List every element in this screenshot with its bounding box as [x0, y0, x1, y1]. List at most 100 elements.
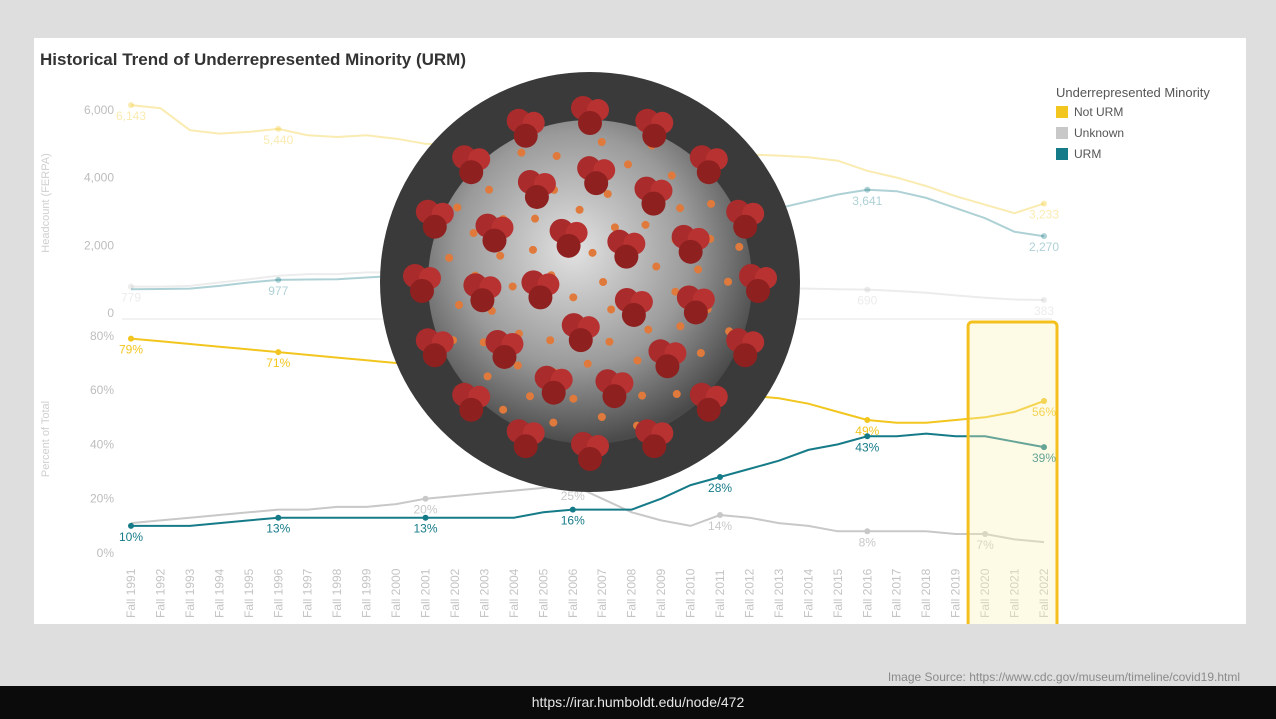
x-tick-label: Fall 2011	[713, 569, 727, 618]
data-label: 5,440	[263, 133, 293, 147]
x-tick-label: Fall 2019	[949, 568, 963, 618]
legend-label-unknown: Unknown	[1074, 126, 1124, 140]
data-point	[982, 531, 989, 537]
x-tick-label: Fall 1991	[124, 568, 138, 618]
x-tick-label: Fall 2000	[389, 568, 403, 618]
x-tick-label: Fall 2018	[919, 568, 933, 618]
data-label: 7%	[976, 538, 994, 552]
x-tick-label: Fall 2017	[890, 568, 904, 618]
y-tick-label: 6,000	[84, 103, 114, 117]
x-tick-label: Fall 1992	[153, 568, 167, 618]
data-label: 3,641	[852, 194, 882, 208]
y-tick-label: 0	[107, 306, 114, 320]
legend-swatch-not-urm	[1056, 106, 1068, 118]
data-point	[864, 286, 871, 293]
data-label: 13%	[266, 522, 290, 536]
x-tick-label: Fall 1995	[242, 568, 256, 618]
data-label: 43%	[855, 440, 879, 454]
legend-swatch-urm	[1056, 148, 1068, 160]
data-point	[569, 506, 576, 513]
x-tick-label: Fall 2015	[831, 568, 845, 618]
legend-swatch-unknown	[1056, 127, 1068, 139]
bottom-url[interactable]: https://irar.humboldt.edu/node/472	[531, 694, 745, 710]
data-label: 28%	[708, 481, 732, 495]
y-tick-label: 20%	[90, 492, 114, 506]
data-point	[275, 125, 282, 132]
y-tick-label: 4,000	[84, 171, 114, 185]
data-label: 6,143	[116, 109, 146, 123]
x-tick-label: Fall 2021	[1008, 568, 1022, 618]
x-tick-label: Fall 1999	[360, 568, 374, 618]
x-tick-label: Fall 1993	[183, 568, 197, 618]
series-line-urm	[131, 432, 1045, 527]
x-tick-label: Fall 2008	[625, 568, 639, 618]
x-tick-label: Fall 2005	[536, 568, 550, 618]
data-point	[864, 186, 871, 193]
data-label: 779	[121, 291, 141, 305]
y-tick-label: 80%	[90, 329, 114, 343]
x-tick-label: Fall 2006	[566, 568, 580, 618]
x-tick-label: Fall 2014	[801, 568, 815, 618]
x-tick-label: Fall 2007	[595, 568, 609, 618]
x-tick-label: Fall 1994	[212, 568, 226, 618]
data-point	[128, 283, 134, 290]
x-tick-label: Fall 2010	[684, 568, 698, 618]
legend-title: Underrepresented Minority	[1056, 85, 1210, 100]
legend-label-urm: URM	[1074, 147, 1101, 161]
x-tick-label: Fall 2001	[419, 568, 433, 618]
x-tick-label: Fall 2022	[1037, 568, 1051, 618]
chart-panel: Historical Trend of Underrepresented Min…	[34, 38, 1246, 624]
data-label: 13%	[414, 522, 438, 536]
slide: Historical Trend of Underrepresented Min…	[34, 38, 1246, 684]
coronavirus-illustration	[380, 72, 800, 492]
data-point	[275, 349, 282, 356]
data-point	[864, 433, 871, 440]
x-tick-label: Fall 1996	[271, 568, 285, 618]
data-label: 79%	[119, 343, 143, 357]
data-label: 690	[857, 294, 877, 308]
data-label: 14%	[708, 519, 732, 533]
data-label: 383	[1034, 304, 1054, 318]
x-tick-label: Fall 2004	[507, 568, 521, 618]
x-tick-label: Fall 2002	[448, 568, 462, 618]
data-point	[1041, 398, 1047, 404]
data-point	[128, 102, 134, 109]
data-point	[128, 335, 134, 342]
data-label: 56%	[1032, 405, 1056, 419]
x-tick-label: Fall 1997	[301, 568, 315, 618]
y-tick-label: 2,000	[84, 238, 114, 252]
data-point	[422, 495, 429, 502]
highlight-box	[966, 320, 1059, 624]
chart-svg: Historical Trend of Underrepresented Min…	[40, 50, 1210, 624]
x-tick-label: Fall 2013	[772, 568, 786, 618]
data-label: 16%	[561, 514, 585, 528]
data-point	[864, 417, 871, 423]
image-source-caption: Image Source: https://www.cdc.gov/museum…	[887, 670, 1240, 684]
data-label: 10%	[119, 530, 143, 544]
y-tick-label: 40%	[90, 437, 114, 451]
data-point	[1041, 297, 1047, 304]
data-label: 8%	[859, 535, 877, 549]
data-label: 49%	[855, 424, 879, 438]
data-label: 71%	[266, 356, 290, 370]
data-label: 977	[268, 284, 288, 298]
data-point	[1041, 444, 1047, 451]
data-point	[1041, 233, 1047, 240]
data-point	[275, 276, 282, 283]
y-axis-title: Headcount (FERPA)	[40, 153, 52, 252]
data-label: 39%	[1032, 451, 1056, 465]
data-point	[275, 514, 282, 521]
legend-label-not-urm: Not URM	[1074, 105, 1123, 119]
data-point	[422, 514, 429, 521]
data-point	[1041, 200, 1047, 207]
x-tick-label: Fall 2020	[978, 568, 992, 618]
y-tick-label: 60%	[90, 383, 114, 397]
x-tick-label: Fall 2012	[742, 568, 756, 618]
data-point	[717, 474, 724, 480]
y-tick-label: 0%	[97, 546, 115, 560]
bottom-bar: https://irar.humboldt.edu/node/472	[0, 686, 1276, 719]
data-label: 20%	[414, 503, 438, 517]
x-tick-label: Fall 2003	[477, 568, 491, 618]
x-tick-label: Fall 2009	[654, 568, 668, 618]
data-point	[128, 522, 134, 529]
